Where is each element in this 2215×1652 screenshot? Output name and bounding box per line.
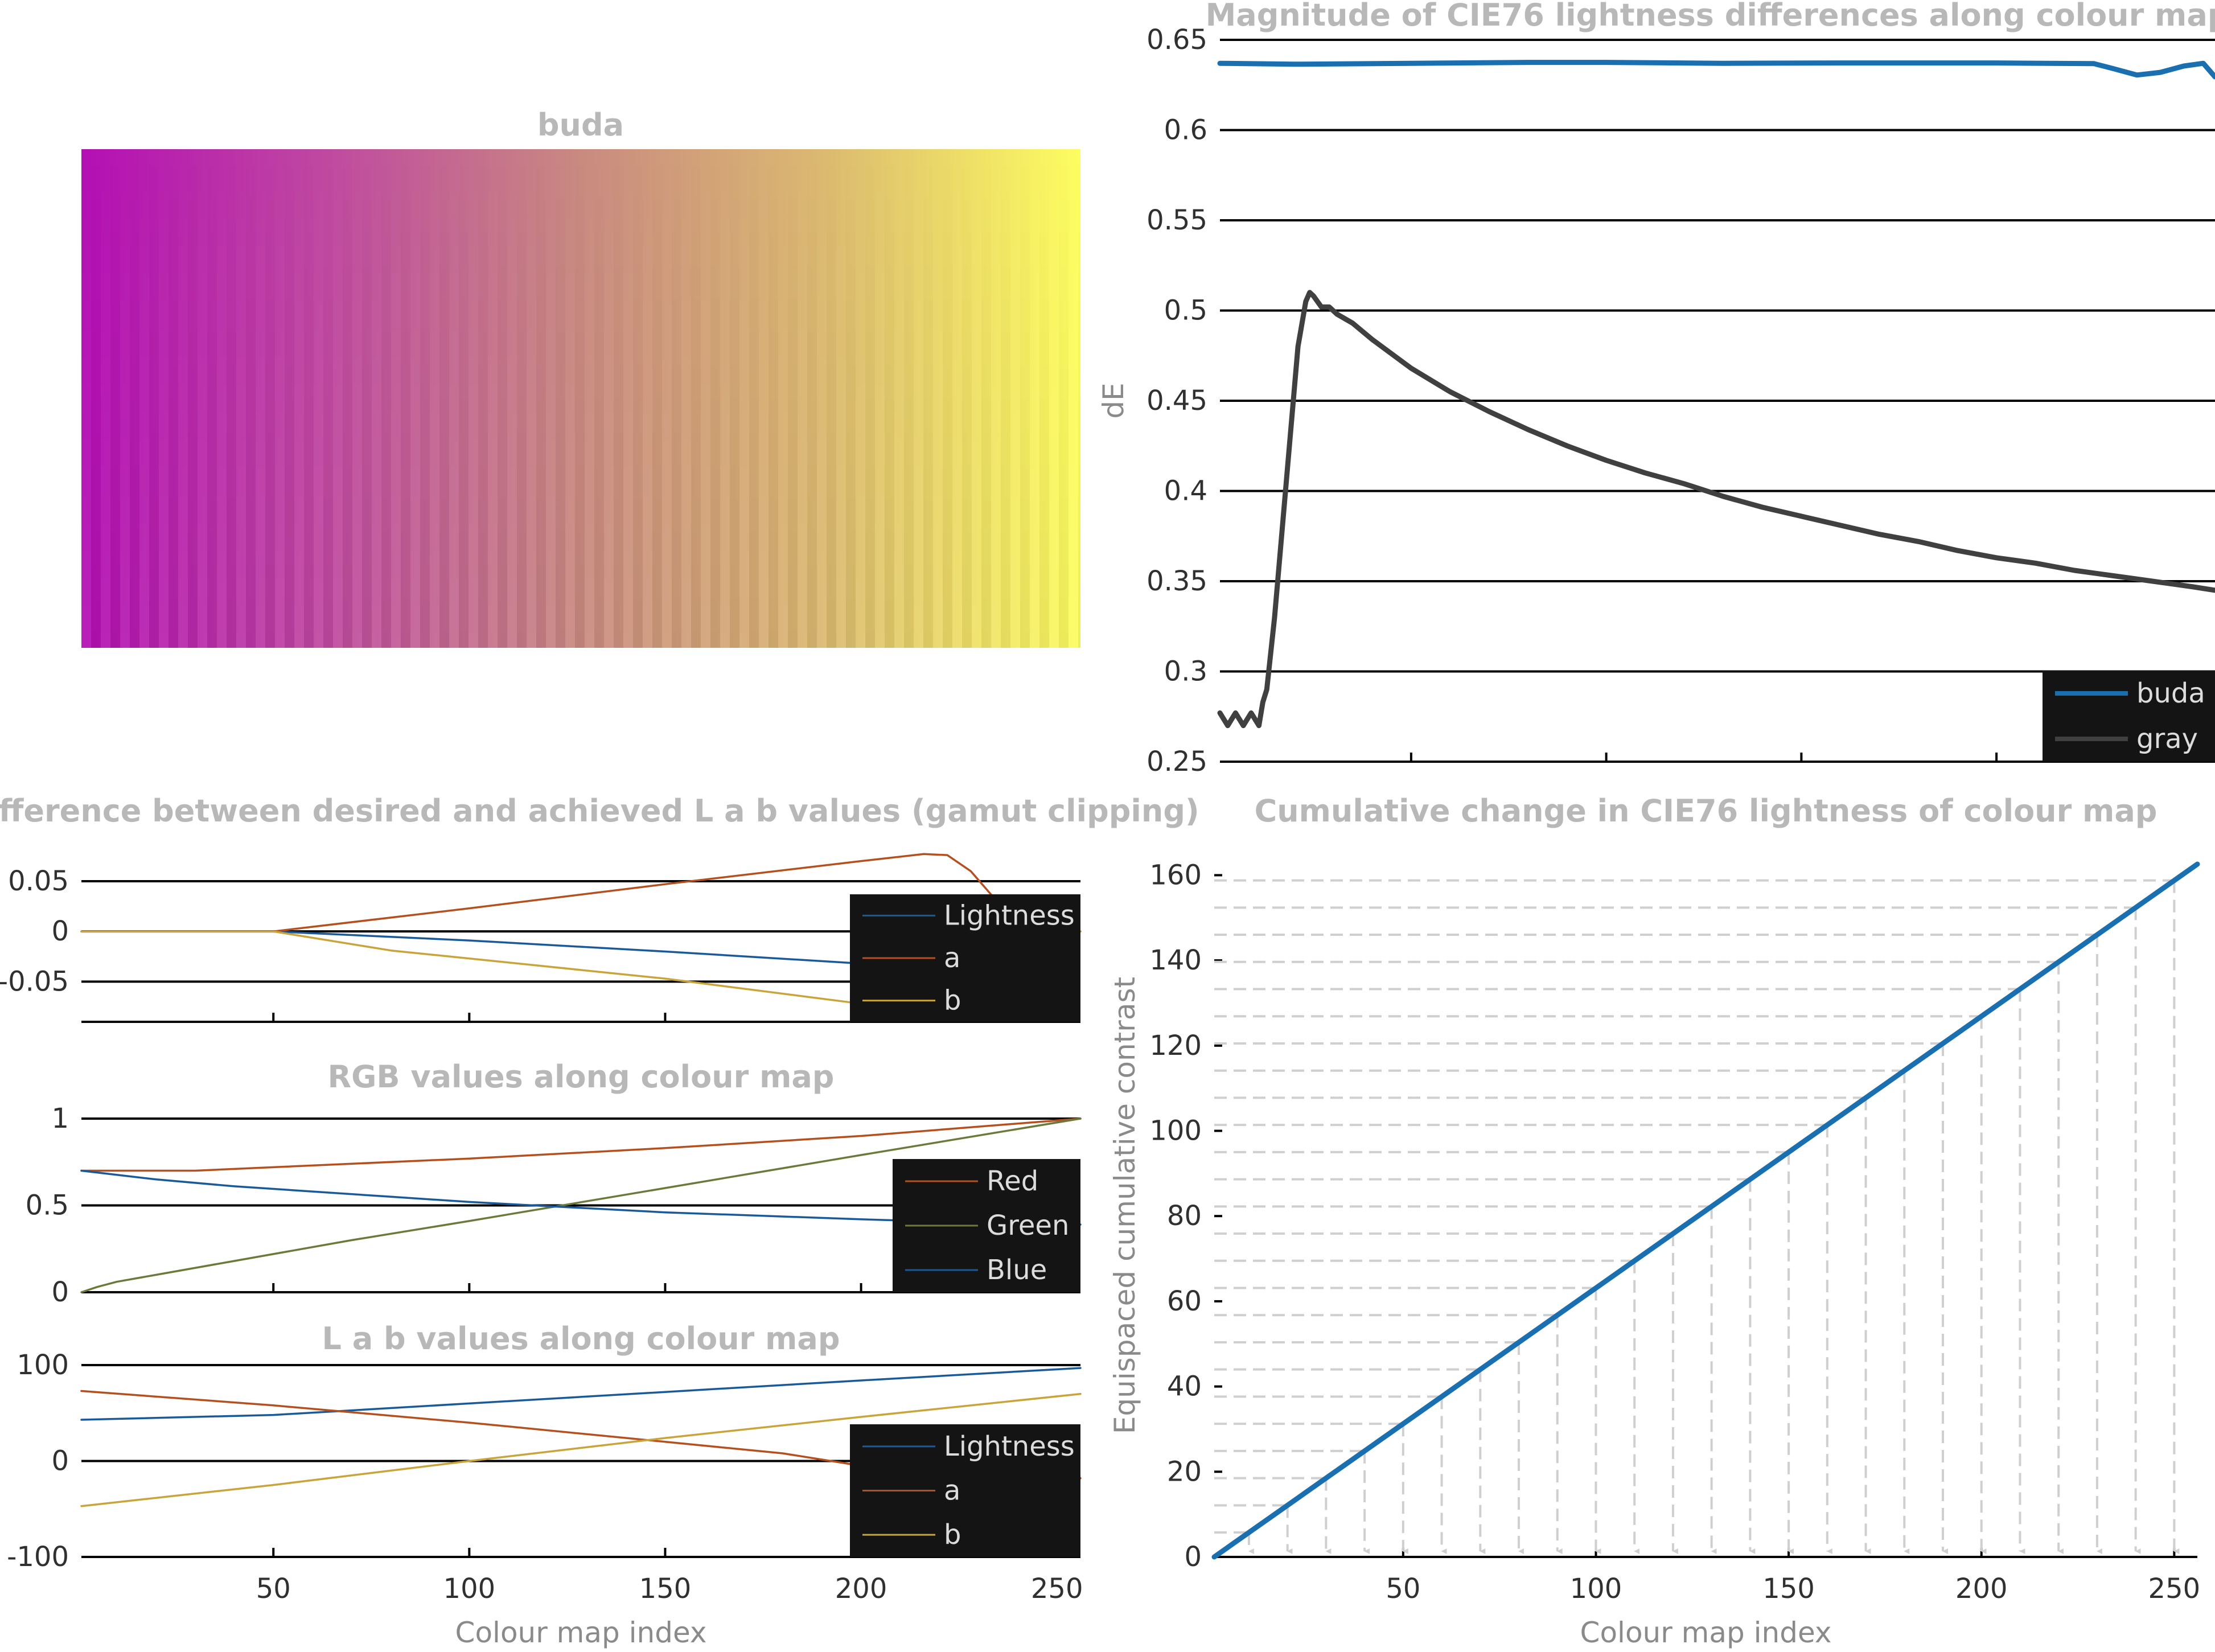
- chart-title: RGB values along colour map: [328, 1059, 835, 1095]
- colormap-test-stripes: [81, 149, 1080, 648]
- legend: Lightness ab: [850, 1424, 1080, 1557]
- chart-rgb: RGB values along colour map 0 0.5 1 Red Green…: [26, 1059, 1082, 1308]
- ytick-label: 0.05: [8, 865, 69, 897]
- series-line-gray: [1217, 290, 2215, 729]
- ytick-label: 0.4: [1164, 475, 1207, 507]
- chart-lab: L a b values along colour map -100 0 100 50 1…: [7, 1321, 1083, 1649]
- colormap-title: buda: [537, 107, 624, 143]
- ytick-label: 0: [51, 1276, 69, 1308]
- xtick-label: 250: [1031, 1573, 1083, 1605]
- ytick-label: 0.5: [1164, 295, 1207, 327]
- ytick-label: 100: [17, 1349, 69, 1381]
- legend-label: buda: [2136, 677, 2205, 709]
- xtick-label: 200: [1955, 1573, 2008, 1605]
- series-line-b: [80, 1392, 1082, 1507]
- ytick-label: 0.3: [1164, 656, 1207, 688]
- series-line-red: [80, 1117, 1082, 1172]
- ytick-label: 120: [1149, 1030, 1202, 1062]
- ytick-label: 1: [51, 1103, 69, 1135]
- legend-label: a: [944, 1475, 960, 1507]
- ytick-label: 0.65: [1146, 24, 1207, 56]
- legend-label: a: [944, 942, 960, 974]
- ytick-label: 0.55: [1146, 204, 1207, 236]
- ytick-label: 20: [1167, 1456, 1202, 1487]
- ytick-label: 140: [1149, 944, 1202, 976]
- chart-cumulative: Cumulative change in CIE76 lightness of …: [1108, 793, 2200, 1649]
- ytick-label: 80: [1167, 1200, 1202, 1232]
- xtick-label: 150: [1762, 1573, 1815, 1605]
- series-line-buda: [1217, 60, 2215, 80]
- chart-title: Cumulative change in CIE76 lightness of …: [1255, 793, 2158, 829]
- ytick-label: 40: [1167, 1371, 1202, 1403]
- legend-label: b: [944, 1519, 961, 1551]
- ytick-label: 60: [1167, 1285, 1202, 1317]
- legend-label: Lightness: [944, 899, 1075, 931]
- ytick-label: -100: [7, 1541, 69, 1573]
- ytick-label: 100: [1149, 1115, 1202, 1147]
- xtick-label: 250: [2148, 1573, 2201, 1605]
- colormap-panel: buda: [81, 107, 1080, 648]
- chart-gamut: Difference between desired and achieved …: [0, 793, 1199, 1023]
- x-axis-label: Colour map index: [455, 1616, 707, 1649]
- xtick-label: 150: [639, 1573, 692, 1605]
- legend-label: Green: [987, 1210, 1069, 1242]
- xtick-label: 50: [1386, 1573, 1420, 1605]
- chart-dE: Magnitude of CIE76 lightness differences…: [1097, 0, 2215, 778]
- xtick-label: 100: [1570, 1573, 1622, 1605]
- series-line-blue: [80, 1169, 1082, 1226]
- ytick-label: 0.25: [1146, 746, 1207, 778]
- ytick-label: 0.5: [26, 1190, 69, 1222]
- xtick-label: 50: [256, 1573, 291, 1605]
- ytick-label: -0.05: [0, 965, 69, 997]
- legend: Red Green Blue: [893, 1159, 1080, 1292]
- series-line-green: [80, 1117, 1082, 1293]
- legend-label: b: [944, 985, 961, 1017]
- legend-label: Lightness: [944, 1431, 1075, 1462]
- legend: buda gray: [2043, 671, 2215, 762]
- ytick-label: 0.6: [1164, 114, 1207, 146]
- series-line-main: [1211, 861, 2200, 1560]
- ytick-label: 0: [1184, 1541, 1202, 1573]
- ytick-label: 0.35: [1146, 565, 1207, 597]
- chart-title: Magnitude of CIE76 lightness differences…: [1206, 0, 2215, 33]
- chart-title: L a b values along colour map: [322, 1321, 840, 1357]
- ytick-label: 0: [51, 1445, 69, 1477]
- series-line-lightness: [80, 1367, 1082, 1421]
- ytick-label: 0: [51, 915, 69, 947]
- legend-label: gray: [2136, 723, 2198, 755]
- legend: Lightness ab: [850, 894, 1080, 1022]
- xtick-label: 100: [443, 1573, 496, 1605]
- y-axis-label: Equispaced cumulative contrast: [1108, 977, 1141, 1434]
- ytick-label: 0.45: [1146, 385, 1207, 417]
- xtick-label: 200: [835, 1573, 887, 1605]
- legend-label: Blue: [987, 1254, 1047, 1286]
- ytick-label: 160: [1149, 859, 1202, 891]
- y-axis-label: dE: [1097, 383, 1130, 418]
- chart-title: Difference between desired and achieved …: [0, 793, 1199, 829]
- x-axis-label: Colour map index: [1580, 1616, 1832, 1649]
- legend-box: [2043, 671, 2215, 762]
- legend-label: Red: [987, 1165, 1038, 1197]
